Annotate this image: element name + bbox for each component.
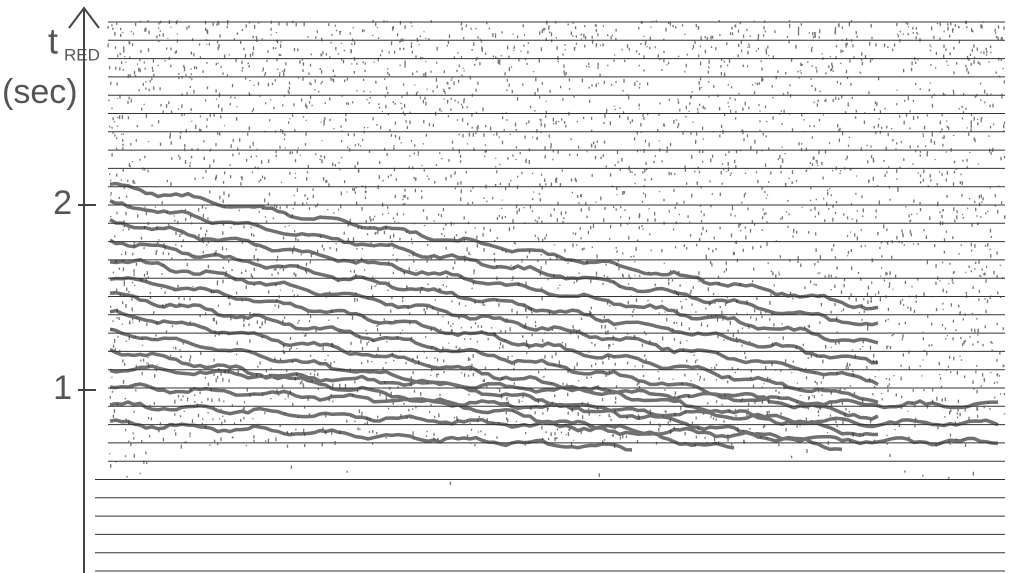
y-label-subscript: RED	[64, 45, 100, 64]
noise	[108, 20, 1005, 485]
y-tick-label: 2	[53, 184, 72, 222]
record-section: t RED (sec) 1 2	[0, 0, 1017, 573]
y-label-unit: (sec)	[2, 73, 78, 111]
y-tick-label: 1	[53, 369, 72, 407]
y-label-symbol: t	[48, 21, 58, 62]
